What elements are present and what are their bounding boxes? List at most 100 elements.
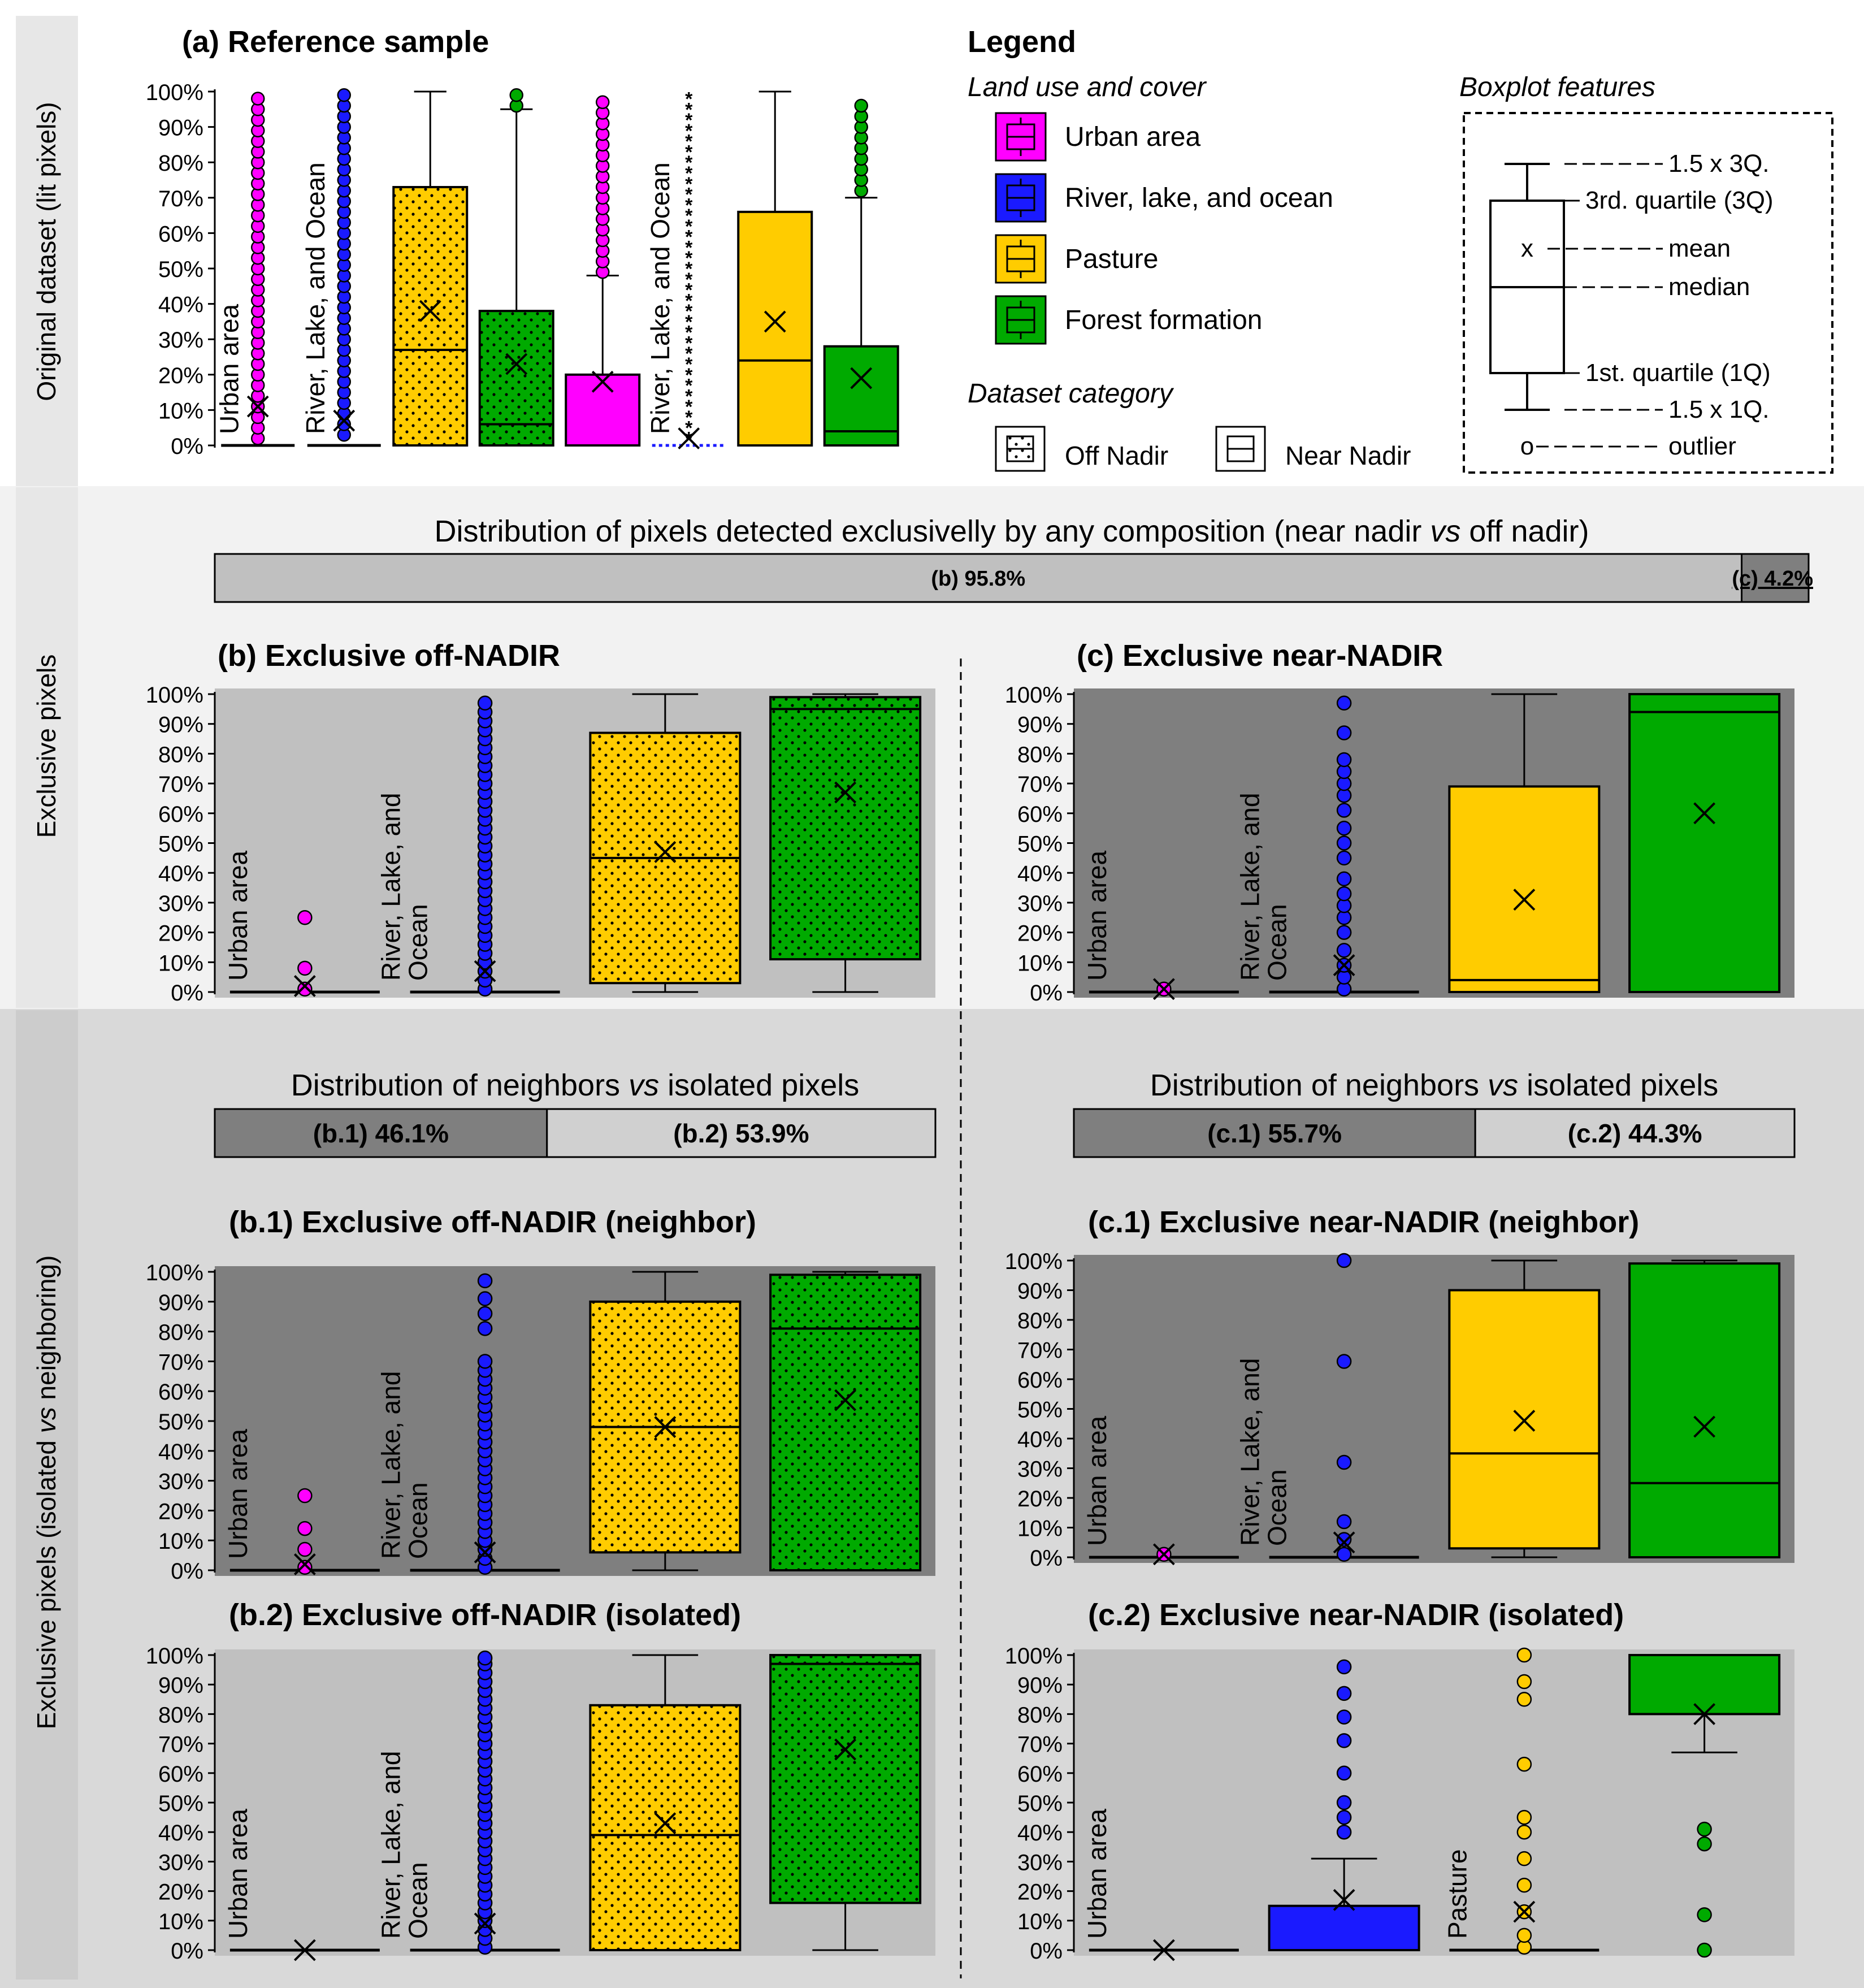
box-urban-area-off-nadir: Urban area: [223, 1428, 380, 1575]
dist-main-title: Distribution of pixels detected exclusiv…: [435, 514, 1589, 548]
box-pasture-near-nadir: [1448, 1259, 1601, 1558]
outlier-marker: [1336, 820, 1352, 836]
outlier-marker: [1336, 1532, 1352, 1547]
panel-title-b2: (b.2) Exclusive off-NADIR (isolated): [229, 1598, 741, 1632]
key-third-quartile: 3rd. quartile (3Q): [1585, 187, 1774, 214]
outlier-marker: *: [685, 301, 693, 322]
y-tick-label-c2: 100%: [1005, 1644, 1063, 1669]
panel-title-b1: (b.1) Exclusive off-NADIR (neighbor): [229, 1205, 756, 1239]
outlier-marker: [297, 960, 313, 976]
outlier-marker: [1336, 1659, 1352, 1675]
category-label-urban-area: Urban area: [214, 304, 244, 434]
outlier-marker: [337, 88, 351, 102]
mean-marker: [1513, 889, 1536, 911]
legend-title: Legend: [968, 25, 1076, 59]
y-tick-label-c: 100%: [1005, 683, 1063, 708]
mean-marker: [1513, 1410, 1536, 1432]
y-tick-label-c1: 0%: [1030, 1546, 1063, 1571]
mean-marker: [474, 1541, 496, 1563]
y-tick-label-a: 90%: [158, 116, 203, 141]
y-tick-label-b2: 20%: [158, 1880, 203, 1905]
legend-swatch-urban-area: [995, 112, 1047, 162]
y-tick-label-a: 0%: [171, 434, 203, 459]
outlier-marker: [1336, 925, 1352, 940]
outlier-marker: [1697, 1942, 1712, 1958]
mean-marker: [505, 353, 528, 375]
box-river-lake-and-ocean-off-nadir: River, Lake, andOcean: [376, 1650, 560, 1955]
outlier-marker: *: [685, 365, 693, 386]
box-pasture-near-nadir: Pasture: [1442, 1647, 1599, 1955]
outlier-marker: [1336, 1454, 1352, 1470]
outlier-marker: *: [685, 110, 693, 131]
label-strip-middle: [16, 487, 78, 1008]
outlier-marker: *: [685, 280, 693, 301]
row-label-bottom: Exclusive pixels (isolated vs neighborin…: [32, 1255, 61, 1730]
outlier-marker: [477, 1354, 493, 1369]
dist-c-right-segment: [1474, 1108, 1796, 1158]
box-forest-formation-near-nadir: [823, 98, 899, 447]
y-tick-label-c: 30%: [1017, 891, 1063, 916]
category-label-river-lake-and-ocean: River, Lake, andOcean: [1235, 793, 1291, 981]
dist-c-left-label: (c.1) 55.7%: [1207, 1119, 1342, 1148]
box-pasture-near-nadir: [1448, 693, 1601, 993]
outlier-marker: [1516, 1756, 1532, 1772]
outlier-marker: [297, 910, 313, 925]
outlier-marker: *: [685, 237, 693, 258]
box-dot-pattern: [393, 187, 467, 445]
box-urban-area-off-nadir: Urban area: [223, 850, 380, 997]
outlier-marker: *: [685, 163, 693, 184]
outlier-marker: [1697, 1821, 1712, 1837]
y-tick-label-b: 0%: [171, 981, 203, 1006]
y-tick-label-b: 90%: [158, 713, 203, 738]
mean-marker: [834, 781, 857, 804]
box-body: [1628, 1262, 1781, 1558]
y-tick-label-b1: 0%: [171, 1559, 203, 1584]
label-strip-top: [16, 16, 78, 486]
outlier-marker: *: [685, 386, 693, 407]
y-tick-label-a: 60%: [158, 222, 203, 246]
mean-marker: [1693, 802, 1716, 825]
mean-marker: [419, 300, 441, 322]
outlier-marker: [1516, 1647, 1532, 1663]
box-pasture-off-nadir: [589, 1271, 742, 1571]
box-urban-area-near-nadir: Urban area: [1082, 1808, 1239, 1961]
outlier-marker: *: [685, 418, 693, 439]
mean-marker: [333, 409, 356, 432]
box-body: [1448, 785, 1601, 993]
outlier-marker: *: [685, 269, 693, 291]
mean-marker: [1693, 1415, 1716, 1438]
y-tick-label-b: 80%: [158, 742, 203, 767]
outlier-marker: *: [685, 205, 693, 227]
y-tick-label-c1: 20%: [1017, 1487, 1063, 1511]
outlier-marker: *: [685, 131, 693, 153]
y-tick-label-b2: 70%: [158, 1733, 203, 1757]
y-tick-label-b1: 20%: [158, 1499, 203, 1524]
panel-c: (c) Exclusive near-NADIR 0% 10% 20% 30% 40% 50…: [1005, 639, 1794, 1006]
mean-marker: [1513, 1900, 1536, 1923]
label-strip-bottom: [16, 1010, 78, 1980]
panel-b1: (b.1) Exclusive off-NADIR (neighbor) 0% 10…: [146, 1205, 935, 1584]
off-nadir-key: Off Nadir: [995, 426, 1168, 472]
y-tick-label-b2: 40%: [158, 1821, 203, 1846]
mean-marker: [1333, 1889, 1355, 1911]
outlier-marker: [477, 1291, 493, 1306]
outlier-marker: [477, 695, 493, 711]
panel-b: (b) Exclusive off-NADIR 0% 10% 20% 30% 40% 50%…: [146, 639, 935, 1006]
outlier-marker: [1336, 1795, 1352, 1811]
y-tick-label-b1: 90%: [158, 1290, 203, 1315]
y-tick-label-c: 80%: [1017, 742, 1063, 767]
y-tick-label-c1: 60%: [1017, 1368, 1063, 1393]
outlier-marker: [477, 1321, 493, 1336]
category-label-river-lake-and-ocean: River, Lake, andOcean: [376, 1751, 432, 1939]
box-body: [1628, 693, 1781, 993]
box-body: [565, 373, 641, 447]
outlier-marker: *: [685, 248, 693, 269]
distribution-b: Distribution of neighbors vs isolated pi…: [214, 1068, 937, 1158]
near-nadir-key: Near Nadir: [1215, 426, 1411, 472]
outlier-marker: [596, 95, 610, 110]
outlier-marker: [477, 1273, 493, 1289]
outlier-marker: *: [685, 89, 693, 110]
y-tick-label-c2: 90%: [1017, 1673, 1063, 1698]
legend-label-urban-area: Urban area: [1065, 122, 1200, 152]
mean-marker: [246, 395, 269, 418]
